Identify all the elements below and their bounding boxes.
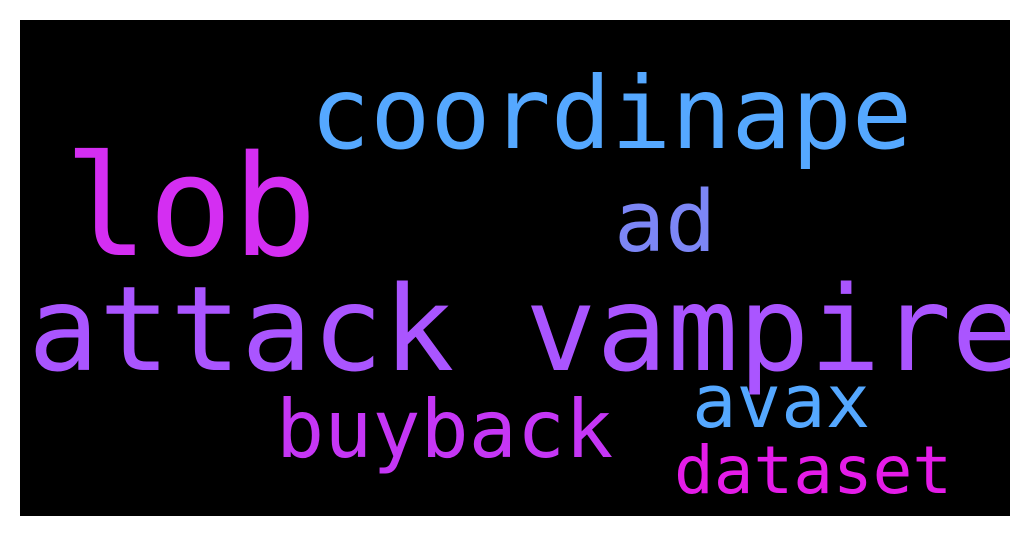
word-dataset: dataset xyxy=(674,432,953,509)
word-avax: avax xyxy=(692,359,871,445)
word-attack-vampire: attack vampire xyxy=(28,260,1010,398)
word-cloud-canvas: coordinape lob ad attack vampire avax bu… xyxy=(20,20,1010,516)
word-ad: ad xyxy=(614,173,717,272)
word-lob: lob xyxy=(64,126,317,289)
word-coordinape: coordinape xyxy=(310,55,913,172)
word-buyback: buyback xyxy=(276,383,614,476)
